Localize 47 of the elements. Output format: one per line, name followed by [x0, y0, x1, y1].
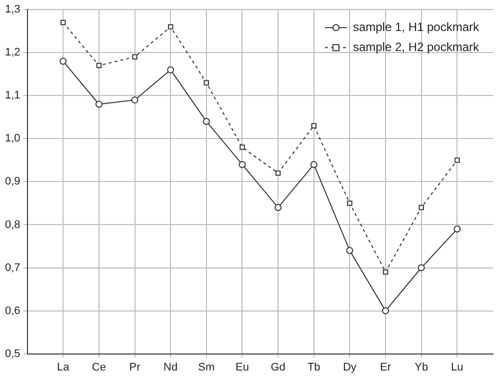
point	[202, 118, 210, 125]
point	[131, 96, 138, 104]
y-tick-label: 0,9	[4, 176, 20, 188]
point	[204, 80, 210, 86]
y-tick-label: 1,3	[4, 4, 20, 16]
x-tick-label: Dy	[342, 361, 357, 374]
point	[167, 66, 174, 74]
point	[310, 160, 318, 168]
point	[454, 158, 460, 163]
point	[274, 204, 282, 212]
point	[346, 247, 354, 254]
point	[454, 226, 461, 233]
x-tick-label: Nd	[164, 361, 178, 374]
y-tick-label: 0,6	[4, 304, 20, 317]
x-tick-label: Pr	[129, 361, 141, 374]
point	[238, 160, 246, 168]
point	[60, 20, 66, 26]
point	[418, 264, 425, 272]
y-tick-label: 0,8	[4, 218, 20, 231]
y-tick-label: 1,2	[4, 46, 20, 59]
point	[240, 144, 245, 150]
point	[60, 58, 67, 65]
point	[168, 24, 174, 30]
point	[382, 307, 390, 314]
y-tick-label: 1,1	[4, 90, 20, 102]
x-tick-label: Yb	[414, 361, 428, 374]
legend-label: sample 2, H2 pockmark	[352, 40, 480, 54]
point	[96, 62, 102, 68]
x-tick-label: Lu	[451, 361, 464, 374]
point	[95, 100, 102, 108]
x-tick-label: Er	[380, 361, 392, 374]
x-tick-label: Gd	[270, 361, 286, 374]
point	[418, 204, 424, 210]
x-tick-label: Sm	[198, 361, 215, 374]
point	[132, 54, 138, 60]
y-tick-label: 1,0	[4, 132, 20, 145]
x-tick-label: La	[56, 361, 70, 374]
point	[347, 200, 352, 206]
point	[382, 269, 388, 275]
point	[311, 123, 317, 128]
legend-label: sample 1, H1 pockmark	[352, 20, 480, 34]
x-tick-label: Ce	[92, 361, 106, 374]
x-tick-label: Eu	[236, 361, 249, 374]
point	[275, 170, 281, 176]
x-tick-label: Tb	[307, 361, 320, 374]
y-tick-label: 0,7	[4, 262, 20, 274]
y-tick-label: 0,5	[4, 348, 20, 360]
